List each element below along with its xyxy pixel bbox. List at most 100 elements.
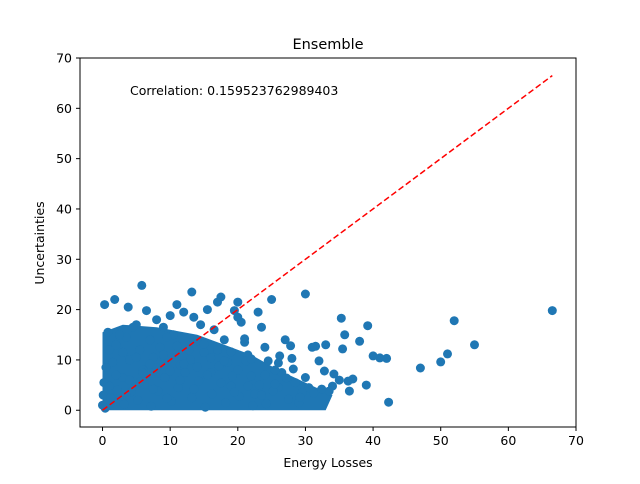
data-point: [175, 375, 185, 385]
x-tick-label: 50: [433, 433, 449, 448]
data-point: [146, 401, 156, 411]
data-point: [194, 376, 204, 386]
data-point: [145, 359, 155, 369]
data-point: [98, 390, 108, 400]
data-point: [100, 300, 110, 310]
y-tick-label: 0: [64, 403, 72, 418]
data-point: [103, 327, 113, 337]
data-point: [162, 332, 172, 342]
data-point: [118, 347, 128, 357]
data-point: [295, 392, 305, 402]
data-point: [226, 347, 236, 357]
data-point: [270, 379, 280, 389]
data-point: [133, 395, 143, 405]
data-point: [336, 313, 346, 323]
data-point: [260, 342, 270, 352]
data-point: [246, 354, 256, 364]
data-point: [131, 352, 141, 362]
data-point: [202, 305, 212, 315]
data-point: [470, 340, 479, 350]
data-point: [363, 321, 373, 331]
data-point: [110, 295, 120, 304]
data-point: [368, 351, 378, 361]
data-point: [173, 383, 183, 393]
data-point: [334, 375, 344, 385]
y-tick-label: 60: [56, 101, 72, 116]
data-point: [101, 363, 111, 372]
data-point: [104, 381, 114, 391]
y-axis: 0 10 20 30 40 50 60 70: [56, 51, 80, 418]
data-point: [108, 357, 118, 367]
data-point: [280, 335, 290, 345]
data-point: [106, 393, 116, 403]
data-point: [200, 402, 210, 412]
correlation-annotation: Correlation: 0.159523762989403: [130, 83, 338, 98]
data-point: [267, 295, 277, 304]
data-point: [314, 356, 324, 366]
x-tick-label: 70: [568, 433, 584, 448]
data-point: [180, 368, 190, 377]
y-tick-label: 40: [56, 201, 72, 216]
data-point: [282, 373, 291, 383]
data-point: [104, 345, 114, 355]
data-point: [111, 370, 121, 380]
data-point: [382, 353, 392, 363]
data-point: [307, 342, 317, 352]
data-point: [275, 351, 285, 361]
data-point: [123, 302, 133, 312]
x-axis-label: Energy Losses: [283, 455, 372, 470]
data-point: [206, 353, 216, 363]
data-point: [137, 280, 147, 290]
data-point: [253, 307, 263, 317]
data-point: [158, 322, 168, 332]
data-point: [142, 306, 151, 316]
data-point: [229, 387, 239, 397]
data-point: [187, 393, 197, 403]
data-point: [309, 388, 319, 398]
data-point: [189, 312, 199, 322]
data-point: [187, 287, 197, 297]
data-point: [172, 300, 182, 310]
data-point: [158, 350, 168, 360]
axes-frame: [79, 57, 577, 428]
data-point: [321, 340, 331, 350]
data-point: [128, 322, 138, 332]
data-point: [162, 393, 172, 403]
data-point: [219, 335, 229, 345]
data-point: [340, 330, 350, 340]
data-point: [300, 289, 310, 299]
data-point: [257, 390, 266, 400]
data-point: [184, 345, 194, 355]
y-tick-label: 30: [56, 252, 72, 267]
x-tick-label: 40: [365, 433, 381, 448]
data-point: [243, 381, 253, 391]
data-point: [260, 370, 270, 380]
x-tick-label: 10: [162, 433, 178, 448]
data-point: [119, 399, 129, 409]
chart-title: Ensemble: [292, 37, 363, 53]
data-point: [338, 344, 348, 354]
x-tick-label: 20: [230, 433, 246, 448]
data-point: [216, 378, 226, 388]
data-point: [317, 384, 327, 394]
data-point: [361, 380, 371, 390]
data-point: [415, 363, 425, 373]
data-point: [145, 335, 155, 345]
data-point: [233, 365, 243, 375]
data-point: [213, 297, 222, 307]
data-point: [254, 380, 264, 390]
x-tick-label: 0: [99, 433, 107, 448]
data-point: [138, 368, 148, 378]
data-point: [449, 316, 459, 326]
data-point: [547, 306, 557, 316]
data-point: [202, 370, 212, 380]
data-point: [179, 359, 189, 369]
data-point: [273, 358, 283, 368]
data-point: [343, 376, 353, 386]
data-point: [233, 297, 243, 307]
data-point: [287, 353, 297, 363]
data-point: [192, 362, 202, 372]
data-point: [290, 378, 300, 388]
